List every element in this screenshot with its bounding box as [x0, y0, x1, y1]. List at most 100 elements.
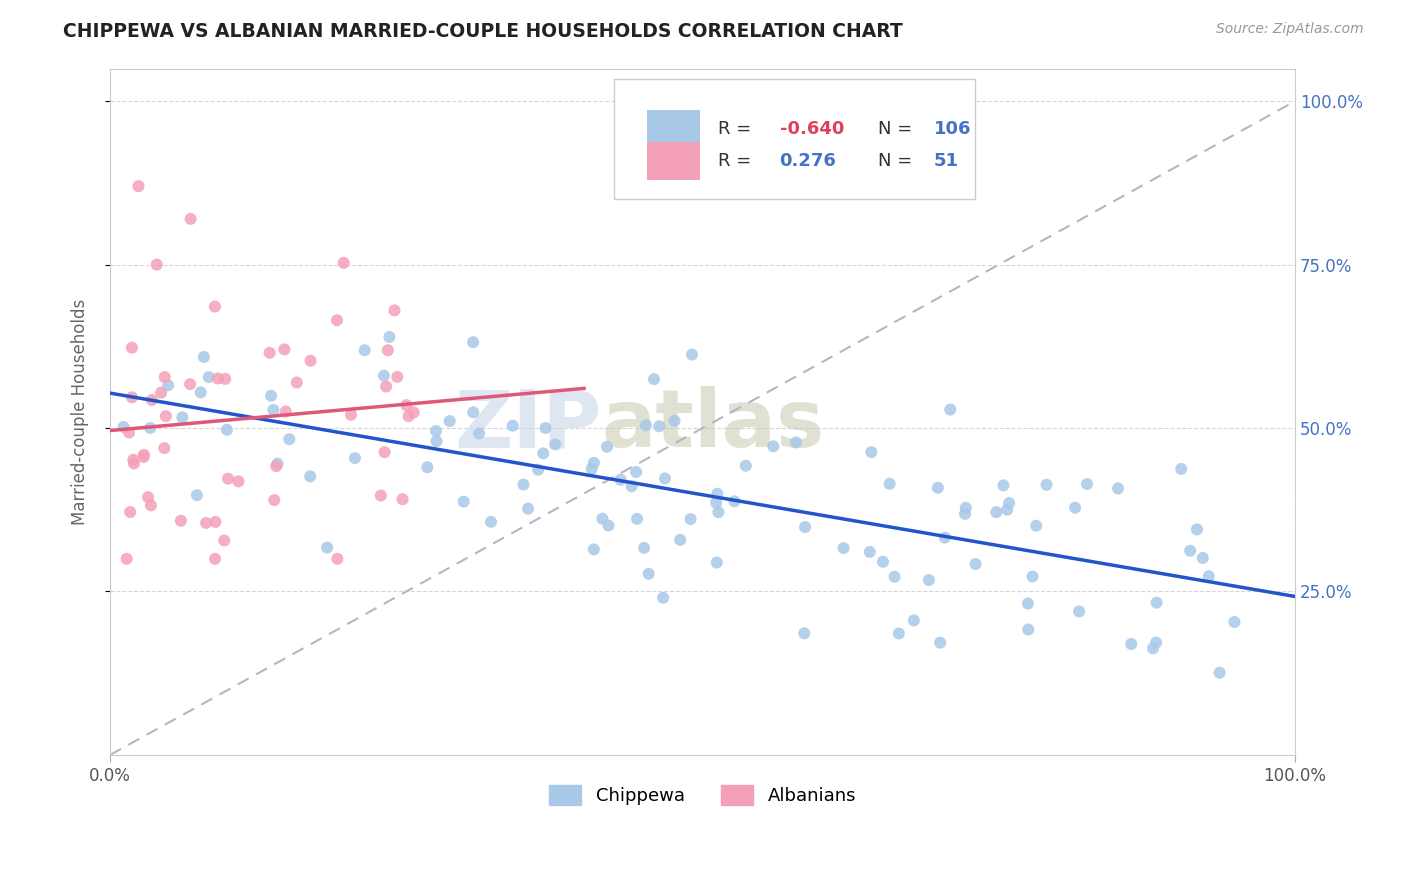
Point	[1146, 596, 1168, 610]
Point	[150, 385, 173, 400]
Point	[596, 440, 619, 454]
Point	[204, 515, 226, 529]
Point	[153, 370, 176, 384]
Point	[299, 469, 322, 483]
Point	[679, 512, 702, 526]
Point	[883, 570, 905, 584]
Point	[609, 473, 631, 487]
Point	[463, 335, 485, 350]
Point	[479, 515, 502, 529]
Text: atlas: atlas	[602, 386, 825, 465]
Point	[706, 556, 728, 570]
Point	[266, 457, 288, 471]
Point	[1170, 462, 1192, 476]
Point	[190, 385, 212, 400]
Point	[502, 418, 524, 433]
Point	[340, 408, 363, 422]
Point	[378, 330, 401, 344]
Point	[634, 418, 657, 433]
Point	[531, 446, 554, 460]
Text: 0.276: 0.276	[779, 152, 837, 169]
Point	[259, 345, 281, 359]
Point	[860, 445, 883, 459]
Point	[654, 471, 676, 485]
Point	[274, 404, 297, 418]
Point	[706, 486, 728, 500]
Text: 51: 51	[934, 152, 959, 169]
Point	[626, 512, 648, 526]
Point	[214, 372, 236, 386]
Point	[633, 541, 655, 555]
Point	[723, 494, 745, 508]
Text: R =: R =	[718, 120, 756, 137]
Point	[136, 490, 159, 504]
Point	[121, 390, 143, 404]
Point	[527, 463, 550, 477]
Point	[398, 409, 420, 424]
Point	[998, 496, 1021, 510]
Point	[343, 451, 366, 466]
Point	[681, 348, 703, 362]
Point	[453, 494, 475, 508]
Point	[120, 505, 142, 519]
Point	[986, 505, 1008, 519]
Point	[832, 541, 855, 555]
Point	[965, 557, 987, 571]
Text: -0.640: -0.640	[779, 120, 844, 137]
Point	[929, 636, 952, 650]
Y-axis label: Married-couple Households: Married-couple Households	[72, 299, 89, 524]
Point	[903, 614, 925, 628]
Point	[326, 551, 349, 566]
Point	[517, 501, 540, 516]
Point	[387, 370, 409, 384]
Point	[122, 457, 145, 471]
Point	[1185, 522, 1208, 536]
Point	[468, 426, 491, 441]
Point	[155, 409, 177, 423]
Point	[707, 505, 730, 519]
Point	[794, 520, 817, 534]
Point	[859, 545, 882, 559]
Point	[582, 456, 605, 470]
Point	[581, 462, 603, 476]
Point	[1198, 569, 1220, 583]
Point	[141, 392, 163, 407]
Point	[1025, 518, 1047, 533]
Point	[132, 448, 155, 462]
Point	[1021, 569, 1043, 583]
Point	[1144, 635, 1167, 649]
Point	[145, 258, 167, 272]
Point	[157, 378, 180, 392]
Text: R =: R =	[718, 152, 762, 169]
Point	[204, 300, 226, 314]
Point	[377, 343, 399, 358]
Point	[463, 405, 485, 419]
Point	[591, 512, 613, 526]
Point	[112, 420, 135, 434]
Point	[512, 477, 534, 491]
Point	[1035, 477, 1057, 491]
Point	[918, 573, 941, 587]
Point	[1121, 637, 1143, 651]
Point	[263, 493, 285, 508]
Point	[179, 377, 201, 392]
Point	[1017, 597, 1039, 611]
Point	[648, 419, 671, 434]
Point	[170, 514, 193, 528]
Point	[262, 403, 284, 417]
Point	[995, 502, 1018, 516]
Point	[121, 341, 143, 355]
Point	[637, 566, 659, 581]
Point	[879, 476, 901, 491]
Point	[544, 437, 567, 451]
Point	[402, 405, 425, 419]
Text: N =: N =	[877, 120, 918, 137]
FancyBboxPatch shape	[613, 78, 976, 199]
Point	[299, 353, 322, 368]
Point	[395, 398, 418, 412]
Text: ZIP: ZIP	[454, 386, 602, 465]
Point	[212, 533, 235, 548]
Point	[316, 541, 339, 555]
Point	[375, 379, 398, 393]
Point	[643, 372, 665, 386]
